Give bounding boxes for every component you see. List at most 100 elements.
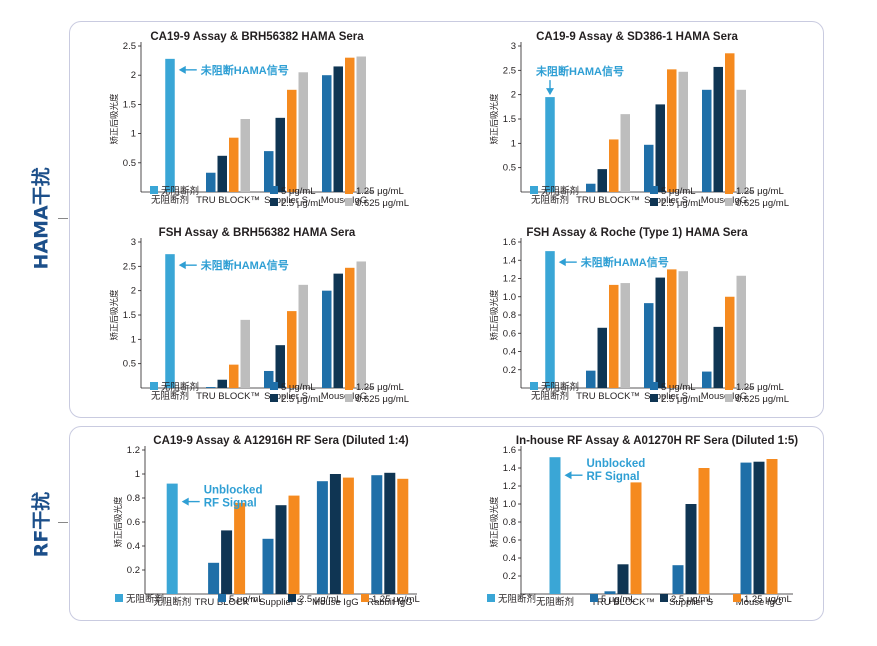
annotation-arrowhead — [178, 65, 186, 74]
bar — [333, 273, 343, 388]
bar — [288, 495, 300, 594]
annotation-arrowhead — [564, 471, 572, 480]
bar — [206, 172, 216, 192]
x-tick-label: Supplier S — [644, 195, 688, 206]
bar — [287, 311, 297, 388]
bar — [206, 387, 216, 388]
y-tick-label: 1 — [131, 334, 136, 345]
bar — [549, 457, 561, 594]
bar — [397, 478, 409, 594]
legend-swatch — [650, 394, 658, 402]
chart-fsh-roche: FSH Assay & Roche (Type 1) HAMA Sera 0.2 0… — [489, 227, 789, 405]
legend-label: 5 μg/mL — [229, 594, 264, 605]
x-tick-label: TRU BLOCK™ — [196, 195, 260, 206]
bar — [702, 89, 712, 192]
bar — [667, 269, 677, 388]
bar — [217, 379, 227, 388]
bar — [736, 89, 746, 192]
legend-label: 2.5 μg/mL — [661, 198, 703, 209]
bar — [597, 327, 607, 388]
legend-label: 1.25 μg/mL — [372, 594, 420, 605]
bar — [620, 283, 630, 388]
bar — [655, 104, 665, 192]
y-tick-label: 0.4 — [503, 347, 516, 358]
y-tick-label: 1.5 — [503, 114, 516, 125]
legend-label: 5 μg/mL — [661, 382, 696, 393]
bar — [345, 57, 355, 193]
bar — [678, 71, 688, 192]
y-tick-label: 0.2 — [503, 365, 516, 376]
bar — [322, 290, 332, 388]
y-tick-label: 0.6 — [503, 535, 516, 546]
legend-swatch — [650, 186, 658, 194]
annotation-label: RF Signal — [204, 498, 257, 510]
legend-label: 无阻断剂 — [541, 381, 579, 393]
y-tick-label: 0.4 — [127, 541, 140, 552]
rf-group-panel — [69, 426, 824, 621]
bar — [609, 284, 619, 388]
y-tick-label: 2.5 — [123, 41, 136, 52]
bar — [736, 275, 746, 388]
legend-swatch — [725, 198, 733, 206]
bar — [384, 472, 396, 594]
y-tick-label: 3 — [511, 41, 516, 52]
y-tick-label: 0.6 — [503, 328, 516, 339]
x-tick-label: 无阻断剂 — [151, 390, 189, 402]
bar — [685, 504, 697, 594]
x-tick-label: 无阻断剂 — [531, 194, 569, 206]
bar — [644, 144, 654, 192]
bar — [545, 251, 555, 388]
bar — [617, 564, 629, 594]
y-axis-label: 矫正后吸光度 — [489, 289, 499, 341]
bar — [725, 53, 735, 192]
bar — [620, 114, 630, 192]
y-tick-label: 1.4 — [503, 255, 516, 266]
hama-section-tick — [58, 218, 68, 219]
legend-swatch — [288, 594, 296, 602]
x-tick-label: Mouse IgG — [321, 195, 367, 206]
bar — [165, 58, 175, 193]
bar — [713, 326, 723, 388]
legend-swatch — [345, 382, 353, 390]
x-tick-label: 无阻断剂 — [151, 194, 189, 206]
legend-swatch — [270, 186, 278, 194]
y-tick-label: 1.5 — [123, 310, 136, 321]
bar — [678, 271, 688, 388]
legend-label: 1.25 μg/mL — [356, 382, 404, 393]
bar — [345, 267, 355, 388]
x-tick-label: 无阻断剂 — [536, 596, 574, 608]
bar — [655, 277, 665, 388]
bar — [166, 483, 178, 594]
y-tick-label: 2 — [131, 286, 136, 297]
legend-swatch — [590, 594, 598, 602]
legend-swatch — [725, 186, 733, 194]
legend-swatch — [150, 186, 158, 194]
x-tick-label: Supplier S — [264, 391, 308, 402]
chart-ca199-sd3861: CA19-9 Assay & SD386-1 HAMA Sera 0.5 1 1.5 2… — [489, 31, 789, 209]
bar — [753, 461, 765, 594]
y-tick-label: 1.2 — [503, 274, 516, 285]
legend-swatch — [270, 394, 278, 402]
x-tick-label: 无阻断剂 — [531, 390, 569, 402]
y-tick-label: 0.4 — [503, 553, 516, 564]
x-tick-label: Supplier S — [669, 597, 713, 608]
y-axis-label: 矫正后吸光度 — [109, 93, 119, 145]
annotation-arrowhead — [178, 261, 186, 270]
legend-label: 无阻断剂 — [161, 185, 199, 197]
y-tick-label: 1 — [131, 129, 136, 140]
bar — [298, 284, 308, 388]
bar — [165, 254, 175, 388]
bar — [275, 345, 285, 388]
bar — [586, 370, 596, 388]
bar — [713, 66, 723, 192]
annotation-label: 未阻断HAMA信号 — [535, 64, 624, 78]
bar — [371, 475, 383, 594]
x-tick-label: TRU BLOCK™ — [576, 195, 640, 206]
chart-title: CA19-9 Assay & SD386-1 HAMA Sera — [536, 31, 738, 43]
x-tick-label: Mouse IgG — [701, 195, 747, 206]
x-tick-label: Supplier S — [264, 195, 308, 206]
chart-title: FSH Assay & Roche (Type 1) HAMA Sera — [526, 227, 748, 239]
y-tick-label: 1.6 — [503, 237, 516, 248]
y-tick-label: 1.4 — [503, 463, 516, 474]
bar — [234, 502, 246, 594]
